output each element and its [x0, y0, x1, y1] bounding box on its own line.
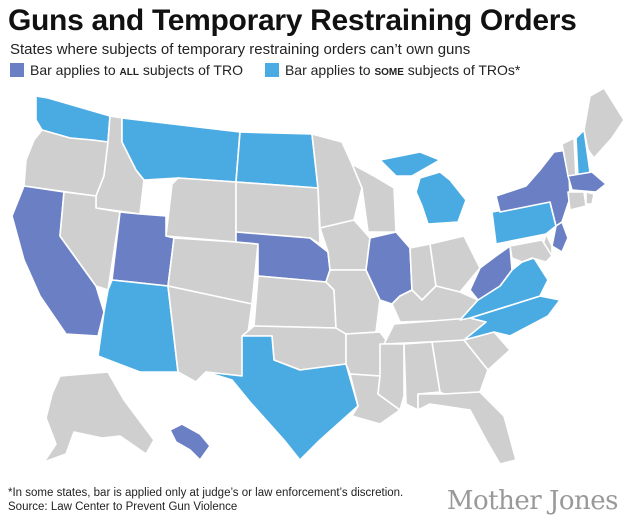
state-west-virginia [469, 245, 513, 301]
state-new-jersey [551, 221, 569, 253]
state-kansas [253, 275, 337, 329]
state-wyoming [165, 177, 237, 243]
state-north-carolina [463, 295, 561, 341]
state-north-dakota [235, 131, 319, 189]
legend: Bar applies to all subjects of TRO Bar a… [10, 62, 542, 78]
state-hawaii [169, 423, 211, 461]
legend-label-all: Bar applies to all subjects of TRO [30, 62, 243, 78]
legend-label-some: Bar applies to some subjects of TROs* [284, 62, 521, 78]
footnote-source: Source: Law Center to Prevent Gun Violen… [8, 501, 238, 513]
state-maine [583, 87, 625, 159]
page-title: Guns and Temporary Restraining Orders [8, 4, 577, 37]
state-ohio [429, 235, 481, 293]
state-massachusetts [567, 171, 607, 193]
state-rhode-island [585, 191, 595, 205]
legend-swatch-all [10, 63, 24, 77]
footnote-note: *In some states, bar is applied only at … [8, 487, 404, 499]
footnote: *In some states, bar is applied only at … [8, 486, 403, 514]
state-florida [417, 391, 517, 465]
state-nevada [59, 191, 121, 291]
state-colorado [167, 237, 259, 305]
state-alaska [43, 371, 155, 463]
state-texas [195, 335, 359, 461]
state-michigan-up [379, 151, 441, 177]
state-connecticut [567, 191, 587, 211]
state-arizona [97, 279, 179, 373]
state-montana [121, 117, 241, 183]
us-map [11, 87, 625, 465]
state-utah [111, 211, 175, 287]
page-subtitle: States where subjects of temporary restr… [10, 41, 471, 58]
legend-item-all: Bar applies to all subjects of TRO [10, 62, 243, 78]
state-maryland [509, 239, 553, 263]
legend-swatch-some [264, 63, 279, 77]
legend-item-some: Bar applies to some subjects of TROs* [264, 62, 521, 78]
state-michigan [415, 171, 467, 225]
state-kentucky [391, 285, 479, 323]
state-oregon [23, 129, 109, 197]
state-minnesota [311, 133, 363, 229]
mother-jones-logo: Mother Jones [446, 486, 619, 516]
